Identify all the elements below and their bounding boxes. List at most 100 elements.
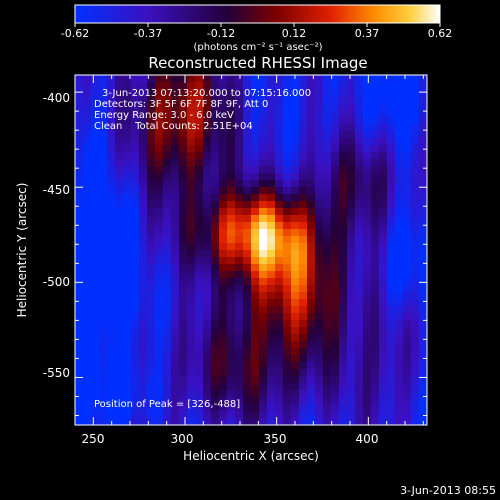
heatmap-cell bbox=[411, 75, 420, 83]
heatmap-cell bbox=[275, 110, 284, 118]
heatmap-cell bbox=[171, 278, 180, 286]
heatmap-cell bbox=[267, 313, 276, 321]
heatmap-cell bbox=[115, 89, 124, 97]
heatmap-cell bbox=[419, 173, 427, 181]
heatmap-cell bbox=[387, 103, 396, 111]
heatmap-cell bbox=[387, 369, 396, 377]
heatmap-cell bbox=[323, 152, 332, 160]
heatmap-cell bbox=[187, 229, 196, 237]
heatmap-cell bbox=[195, 89, 204, 97]
heatmap-cell bbox=[315, 243, 324, 251]
heatmap-cell bbox=[283, 159, 292, 167]
heatmap-cell bbox=[403, 222, 412, 230]
heatmap-cell bbox=[275, 327, 284, 335]
heatmap-cell bbox=[211, 320, 220, 328]
heatmap-cell bbox=[227, 180, 236, 188]
heatmap-cell bbox=[307, 110, 316, 118]
heatmap-cell bbox=[75, 236, 84, 244]
heatmap-cell bbox=[299, 404, 308, 412]
heatmap-cell bbox=[235, 362, 244, 370]
heatmap-cell bbox=[363, 334, 372, 342]
heatmap-cell bbox=[227, 96, 236, 104]
heatmap-cell bbox=[131, 327, 140, 335]
heatmap-cell bbox=[163, 334, 172, 342]
heatmap-cell bbox=[99, 313, 108, 321]
heatmap-cell bbox=[243, 369, 252, 377]
heatmap-cell bbox=[107, 278, 116, 286]
heatmap-cell bbox=[211, 222, 220, 230]
heatmap-cell bbox=[419, 124, 427, 132]
heatmap-cell bbox=[155, 208, 164, 216]
heatmap-cell bbox=[259, 397, 268, 405]
heatmap-cell bbox=[331, 89, 340, 97]
heatmap-cell bbox=[363, 215, 372, 223]
heatmap-cell bbox=[363, 264, 372, 272]
heatmap-cell bbox=[243, 243, 252, 251]
heatmap-cell bbox=[131, 250, 140, 258]
heatmap-cell bbox=[275, 124, 284, 132]
heatmap-cell bbox=[251, 131, 260, 139]
heatmap-cell bbox=[363, 341, 372, 349]
heatmap-cell bbox=[299, 355, 308, 363]
heatmap-cell bbox=[131, 271, 140, 279]
heatmap-cell bbox=[387, 159, 396, 167]
heatmap-cell bbox=[275, 89, 284, 97]
heatmap-cell bbox=[411, 334, 420, 342]
heatmap-cell bbox=[99, 117, 108, 125]
heatmap-cell bbox=[211, 75, 220, 83]
heatmap-cell bbox=[195, 145, 204, 153]
heatmap-cell bbox=[419, 166, 427, 174]
heatmap-cell bbox=[115, 117, 124, 125]
heatmap-cell bbox=[283, 278, 292, 286]
heatmap-cell bbox=[75, 82, 84, 90]
heatmap-cell bbox=[267, 82, 276, 90]
heatmap-cell bbox=[347, 180, 356, 188]
heatmap-cell bbox=[171, 89, 180, 97]
heatmap-cell bbox=[395, 110, 404, 118]
heatmap-cell bbox=[235, 89, 244, 97]
heatmap-cell bbox=[219, 89, 228, 97]
heatmap-cell bbox=[395, 257, 404, 265]
heatmap-cell bbox=[163, 327, 172, 335]
heatmap-cell bbox=[195, 201, 204, 209]
heatmap-cell bbox=[203, 334, 212, 342]
heatmap-cell bbox=[283, 145, 292, 153]
heatmap-cell bbox=[251, 194, 260, 202]
heatmap-cell bbox=[419, 159, 427, 167]
heatmap-cell bbox=[195, 138, 204, 146]
heatmap-cell bbox=[235, 292, 244, 300]
heatmap-cell bbox=[419, 96, 427, 104]
heatmap-cell bbox=[371, 320, 380, 328]
heatmap-cell bbox=[355, 117, 364, 125]
heatmap-cell bbox=[179, 334, 188, 342]
heatmap-cell bbox=[307, 306, 316, 314]
heatmap-cell bbox=[379, 173, 388, 181]
heatmap-cell bbox=[251, 82, 260, 90]
heatmap-cell bbox=[411, 152, 420, 160]
heatmap-cell bbox=[243, 411, 252, 419]
heatmap-cell bbox=[275, 194, 284, 202]
heatmap-cell bbox=[163, 411, 172, 419]
heatmap-cell bbox=[315, 159, 324, 167]
heatmap-cell bbox=[387, 334, 396, 342]
heatmap-cell bbox=[203, 131, 212, 139]
heatmap-cell bbox=[395, 418, 404, 425]
heatmap-cell bbox=[163, 124, 172, 132]
heatmap-cell bbox=[203, 166, 212, 174]
heatmap-cell bbox=[139, 229, 148, 237]
heatmap-cell bbox=[163, 271, 172, 279]
heatmap-cell bbox=[395, 334, 404, 342]
heatmap-cell bbox=[139, 285, 148, 293]
heatmap-cell bbox=[331, 194, 340, 202]
heatmap-cell bbox=[339, 278, 348, 286]
heatmap-cell bbox=[155, 173, 164, 181]
heatmap-cell bbox=[211, 103, 220, 111]
heatmap-cell bbox=[115, 82, 124, 90]
x-tick-label: 400 bbox=[356, 432, 379, 446]
heatmap-cell bbox=[219, 376, 228, 384]
heatmap-cell bbox=[99, 376, 108, 384]
heatmap-cell bbox=[403, 271, 412, 279]
heatmap-cell bbox=[331, 299, 340, 307]
heatmap-cell bbox=[411, 96, 420, 104]
heatmap-cell bbox=[371, 390, 380, 398]
